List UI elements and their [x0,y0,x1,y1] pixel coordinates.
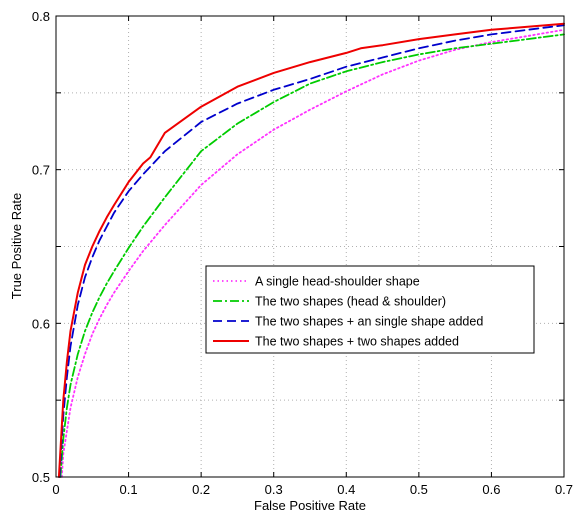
y-tick-label: 0.8 [32,9,50,24]
x-tick-label: 0.1 [120,482,138,497]
legend-label-3: The two shapes + an single shape added [255,315,483,329]
legend-label-2: The two shapes (head & shoulder) [255,295,446,309]
y-axis-label: True Positive Rate [9,193,24,299]
series-line-2 [59,33,565,478]
x-axis-label: False Positive Rate [254,498,366,513]
x-tick-label: 0.3 [265,482,283,497]
legend-box [205,265,535,354]
series-line-3 [58,24,565,478]
series-line-4 [57,22,565,478]
grid-lines [56,16,564,477]
y-tick-label: 0.6 [32,316,50,331]
x-tick-label: 0.5 [410,482,428,497]
axis-ticks: 0 0.1 0.2 0.3 0.4 0.5 0.6 0.7 0.5 0.6 0.7 0.8 [32,9,573,497]
series-line-1 [60,28,565,478]
x-tick-label: 0.6 [482,482,500,497]
x-tick-label: 0.7 [555,482,573,497]
x-tick-label: 0.2 [192,482,210,497]
legend-label-4: The two shapes + two shapes added [255,335,459,349]
y-tick-label: 0.7 [32,163,50,178]
y-tick-label: 0.5 [32,470,50,485]
x-tick-label: 0.4 [337,482,355,497]
legend-label-1: A single head-shoulder shape [255,275,420,289]
legend: A single head-shoulder shape The two shap… [205,265,535,354]
x-tick-label: 0 [52,482,59,497]
series-layer [57,22,565,478]
